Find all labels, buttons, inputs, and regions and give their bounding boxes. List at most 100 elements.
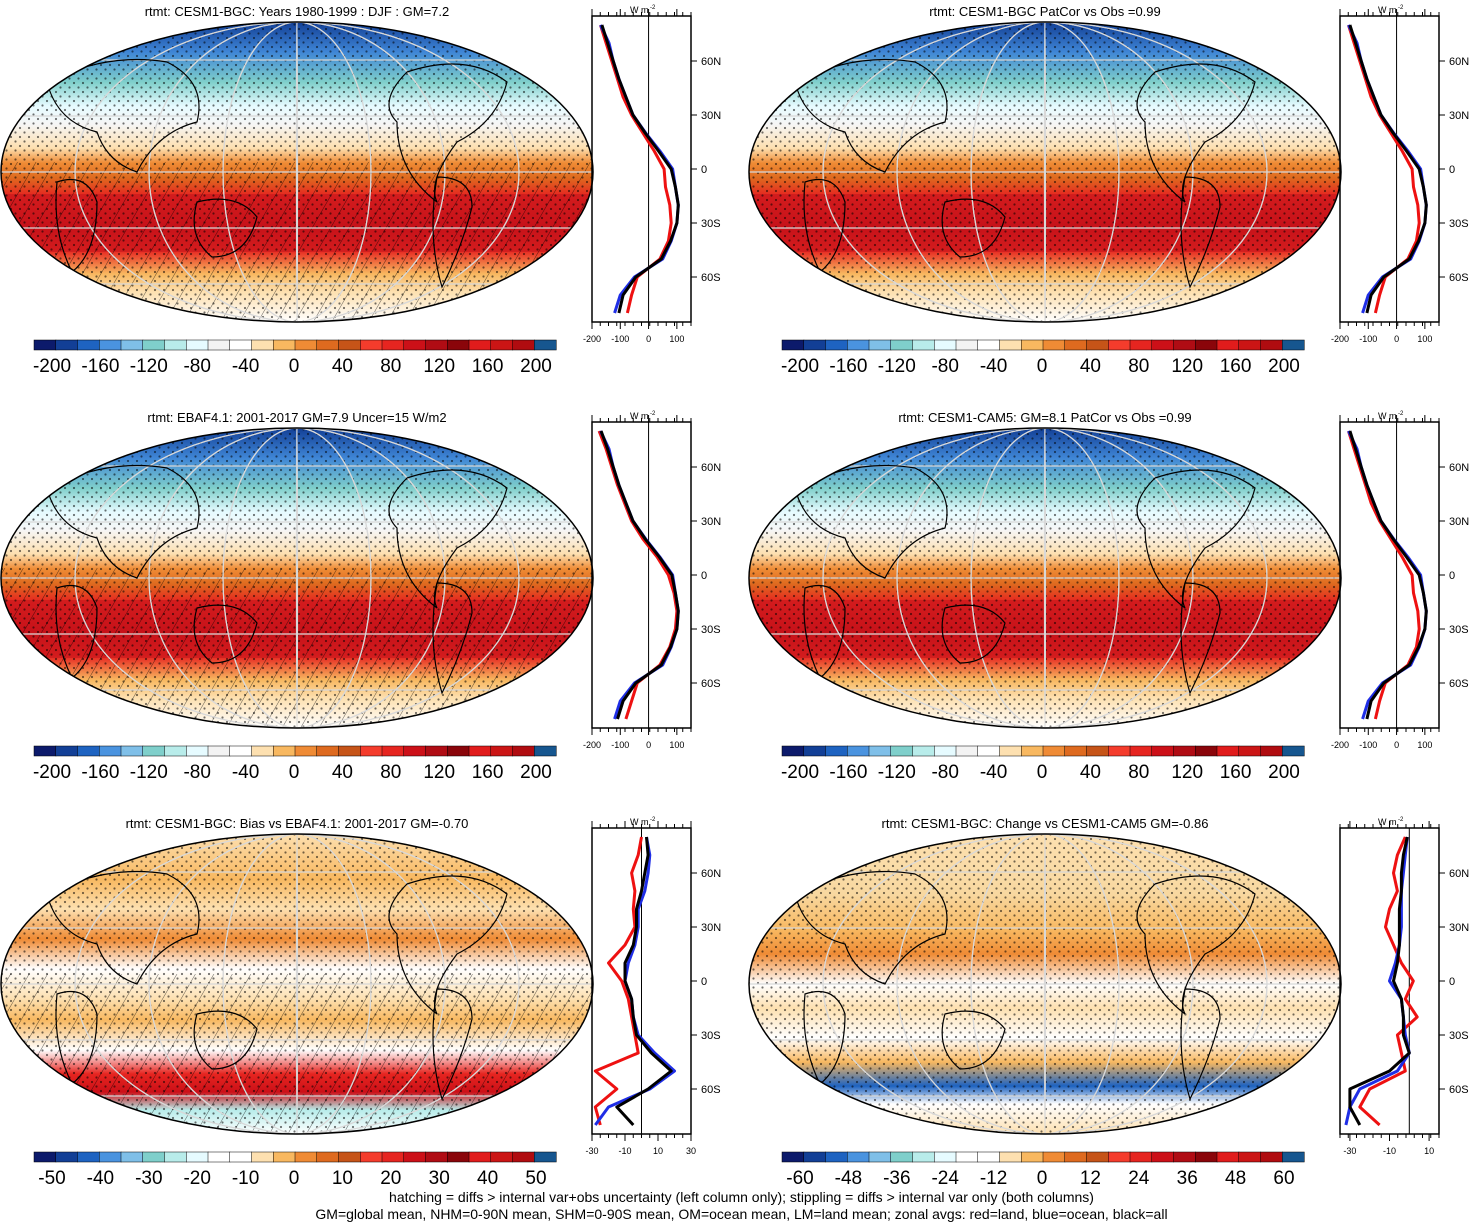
- colorbar-swatch: [381, 1151, 405, 1163]
- colorbar-swatch: [229, 339, 253, 351]
- x-tick-label: 10: [653, 1146, 663, 1156]
- colorbar-tick-label: 160: [472, 762, 504, 783]
- zonal-plot-5: W m -2 -30 -10 10 30 60N 30N 0 30S 60S: [585, 817, 721, 1156]
- x-tick-label: -200: [583, 334, 601, 344]
- graticule-lon: [896, 428, 1194, 728]
- colorbar-swatch: [999, 1151, 1022, 1163]
- panel-title: rtmt: EBAF4.1: 2001-2017 GM=7.9 Uncer=15…: [147, 410, 446, 425]
- colorbar-swatch: [1042, 745, 1066, 757]
- colorbar-swatch: [316, 1151, 340, 1163]
- coastline: [46, 870, 200, 985]
- colorbar-tick-label: 120: [423, 356, 455, 377]
- colorbar-tick-label: -200: [781, 356, 819, 377]
- colorbar-swatch: [294, 1151, 318, 1163]
- plot-frame: [591, 15, 692, 323]
- colorbar-swatch: [120, 339, 144, 351]
- colorbar-swatch: [847, 745, 870, 757]
- lat-tick-label: 0: [1449, 570, 1455, 582]
- coastline: [1180, 582, 1221, 695]
- colorbar-tick-label: -36: [883, 1168, 910, 1189]
- colorbar-swatch: [912, 1151, 935, 1163]
- colorbar-swatch: [1086, 745, 1109, 757]
- colorbar-tick-label: -120: [130, 762, 168, 783]
- map-border: [0, 833, 594, 1135]
- panel-1: rtmt: CESM1-BGC: Years 1980-1999 : DJF :…: [0, 4, 594, 377]
- colorbar-swatch: [294, 339, 318, 351]
- coastline: [1136, 63, 1256, 203]
- colorbar-tick-label: -80: [931, 762, 958, 783]
- colorbar-swatch: [512, 1151, 535, 1163]
- colorbar-swatch: [977, 1151, 1001, 1163]
- colorbar-swatch: [468, 745, 492, 757]
- footer-note-means: GM=global mean, NHM=0-90N mean, SHM=0-90…: [315, 1206, 1168, 1222]
- colorbar-tick-label: 50: [525, 1168, 546, 1189]
- colorbar-tick-label: 0: [1037, 762, 1048, 783]
- lat-tick-label: 60S: [1449, 272, 1469, 284]
- series-line-land: [1358, 836, 1419, 1127]
- graticule-lon: [148, 22, 446, 322]
- map-field: [1, 22, 593, 322]
- colorbar-swatch: [534, 745, 557, 757]
- colorbar-swatch: [781, 1151, 805, 1163]
- colorbar-swatch: [512, 745, 535, 757]
- colorbar-swatch: [1021, 1151, 1044, 1163]
- colorbar-tick-label: -120: [878, 762, 916, 783]
- colorbar-tick-label: -40: [87, 1168, 114, 1189]
- panel-5: rtmt: CESM1-BGC: Bias vs EBAF4.1: 2001-2…: [0, 816, 594, 1189]
- colorbar-swatch: [77, 339, 100, 351]
- series-line-ocean: [1347, 24, 1428, 314]
- coastline: [1136, 469, 1256, 609]
- graticule-lon: [822, 834, 1268, 1134]
- colorbar-swatch: [381, 339, 405, 351]
- series-line-ocean: [1344, 836, 1411, 1126]
- graticule-lon: [970, 428, 1120, 728]
- series-line-land: [599, 24, 673, 314]
- zonal-plot-6: W m -2 -30 -10 10 60N 30N 0 30S 60S: [1339, 817, 1469, 1156]
- colorbar-swatch: [490, 745, 514, 757]
- lat-tick-label: 60S: [701, 1084, 721, 1096]
- graticule-lon: [148, 834, 446, 1134]
- colorbar-tick-label: -30: [135, 1168, 162, 1189]
- colorbar-tick-label: -120: [878, 356, 916, 377]
- plot-frame: [1339, 421, 1440, 729]
- colorbar-tick-label: 200: [1268, 356, 1300, 377]
- colorbar-tick-label: -40: [232, 762, 259, 783]
- colorbar-swatch: [425, 745, 448, 757]
- coastline: [432, 988, 473, 1101]
- lat-tick-label: 30S: [701, 1030, 721, 1042]
- lat-tick-label: 30N: [1449, 922, 1469, 934]
- colorbar-tick-label: -120: [130, 356, 168, 377]
- colorbar-swatch: [186, 1151, 209, 1163]
- x-tick-label: -10: [618, 1146, 631, 1156]
- colorbar-tick-label: -20: [183, 1168, 210, 1189]
- graticule-lon: [148, 428, 446, 728]
- colorbar-swatch: [164, 745, 187, 757]
- colorbar-swatch: [99, 745, 122, 757]
- colorbar-tick-label: 40: [332, 356, 353, 377]
- graticule-lon: [1043, 428, 1047, 728]
- colorbar-swatch: [1238, 1151, 1262, 1163]
- colorbar-tick-label: 80: [380, 762, 401, 783]
- series-line-land: [597, 430, 679, 720]
- coastline: [941, 198, 1006, 258]
- colorbar-swatch: [534, 339, 557, 351]
- x-tick-label: -100: [611, 740, 629, 750]
- colorbar-swatch: [803, 745, 827, 757]
- colorbar-swatch: [1195, 339, 1218, 351]
- map-field: [749, 834, 1341, 1134]
- lat-tick-label: 30S: [1449, 218, 1469, 230]
- lat-tick-label: 0: [1449, 164, 1455, 176]
- lat-tick-label: 30N: [1449, 110, 1469, 122]
- x-tick-label: 100: [669, 740, 684, 750]
- colorbar-swatch: [164, 339, 187, 351]
- colorbar-swatch: [425, 1151, 448, 1163]
- series-line-all: [1348, 836, 1411, 1126]
- colorbar-swatch: [999, 339, 1022, 351]
- colorbar-swatch: [229, 745, 253, 757]
- colorbar-swatch: [868, 1151, 892, 1163]
- colorbar-swatch: [955, 1151, 979, 1163]
- lat-tick-label: 60N: [701, 462, 721, 474]
- lat-tick-label: 60S: [1449, 678, 1469, 690]
- plot-frame: [591, 421, 692, 729]
